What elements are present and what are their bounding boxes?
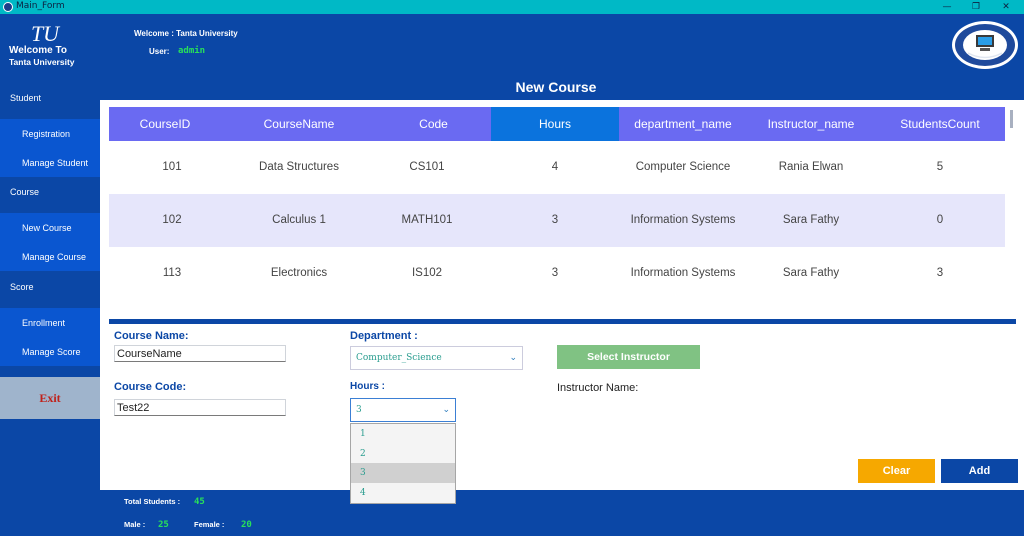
sidebar-item-new-course[interactable]: New Course: [0, 213, 100, 242]
logo-university: Tanta University: [9, 57, 75, 67]
main-panel: CourseID CourseName Code Hours departmen…: [100, 100, 1024, 490]
cell-studentscount: 5: [936, 161, 944, 173]
course-code-label: Course Code:: [114, 381, 187, 393]
hours-option[interactable]: 1: [360, 429, 366, 439]
app-header: TU Welcome To Tanta University Welcome :…: [0, 14, 1024, 74]
table-row[interactable]: 102 Calculus 1 MATH101 3 Information Sys…: [109, 194, 1005, 247]
cell-department-name: Information Systems: [630, 267, 736, 279]
column-header-department-name[interactable]: department_name: [634, 117, 732, 131]
faculty-seal-icon: [952, 21, 1018, 69]
restore-button[interactable]: ❐: [971, 2, 981, 12]
sidebar-item-manage-course[interactable]: Manage Course: [0, 242, 100, 271]
cell-department-name: Computer Science: [635, 161, 731, 173]
hours-option[interactable]: 2: [360, 449, 366, 459]
female-value: 20: [241, 520, 252, 530]
hours-option[interactable]: 4: [360, 488, 366, 498]
cell-instructor-name: Rania Elwan: [778, 161, 844, 173]
course-name-label: Course Name:: [114, 330, 189, 342]
cell-hours: 3: [551, 267, 559, 279]
course-code-input[interactable]: Test22: [114, 399, 286, 416]
grid-scrollbar-thumb[interactable]: [1010, 110, 1013, 128]
cell-coursename: Calculus 1: [272, 214, 326, 226]
grid-header: CourseID CourseName Code Hours departmen…: [109, 107, 1005, 141]
close-button[interactable]: ✕: [1002, 2, 1010, 12]
sidebar-section-score[interactable]: Score: [0, 273, 100, 301]
department-select[interactable]: Computer_Science ⌄: [350, 346, 523, 370]
hours-select[interactable]: 3 ⌄: [350, 398, 456, 422]
chevron-down-icon: ⌄: [509, 353, 517, 363]
cell-instructor-name: Sara Fathy: [782, 214, 840, 226]
logo-text: TU: [30, 21, 60, 46]
column-header-courseid[interactable]: CourseID: [139, 117, 191, 131]
cell-studentscount: 3: [936, 267, 944, 279]
sidebar-item-manage-score[interactable]: Manage Score: [0, 337, 100, 366]
sidebar-item-enrollment[interactable]: Enrollment: [0, 308, 100, 337]
cell-code: IS102: [411, 267, 443, 279]
sidebar-section-student[interactable]: Student: [0, 84, 100, 112]
clear-button[interactable]: Clear: [858, 459, 935, 483]
cell-studentscount: 0: [936, 214, 944, 226]
department-label: Department :: [350, 330, 418, 342]
cell-coursename: Electronics: [270, 267, 328, 279]
hours-dropdown-list: 1 2 3 4: [350, 423, 456, 504]
minimize-button[interactable]: —: [942, 2, 952, 12]
cell-courseid: 101: [162, 161, 182, 173]
cell-code: MATH101: [401, 214, 453, 226]
male-label: Male :: [124, 520, 146, 529]
column-header-instructor-name[interactable]: Instructor_name: [767, 117, 855, 131]
cell-code: CS101: [409, 161, 445, 173]
app-icon: [3, 2, 13, 12]
chevron-down-icon: ⌄: [442, 405, 450, 415]
user-value: admin: [178, 46, 206, 56]
male-value: 25: [158, 520, 169, 530]
cell-courseid: 113: [162, 267, 182, 279]
instructor-name-label: Instructor Name:: [557, 382, 639, 394]
user-label: User:: [149, 47, 170, 56]
female-label: Female :: [194, 520, 225, 529]
window-titlebar[interactable]: Main_Form — ❐ ✕: [0, 0, 1024, 14]
page-title: New Course: [515, 79, 597, 95]
exit-button[interactable]: Exit: [0, 377, 100, 419]
table-row[interactable]: 101 Data Structures CS101 4 Computer Sci…: [109, 141, 1005, 194]
column-header-hours[interactable]: Hours: [491, 107, 619, 141]
hours-label: Hours :: [350, 381, 385, 392]
cell-hours: 3: [551, 214, 559, 226]
cell-department-name: Information Systems: [630, 214, 736, 226]
sidebar: Student Registration Manage Student Cour…: [0, 74, 100, 536]
logo-welcome: Welcome To: [9, 45, 67, 56]
cell-instructor-name: Sara Fathy: [782, 267, 840, 279]
select-instructor-button[interactable]: Select Instructor: [557, 345, 700, 369]
welcome-line: Welcome : Tanta University: [134, 29, 238, 38]
sidebar-item-manage-student[interactable]: Manage Student: [0, 148, 100, 177]
hours-option-selected[interactable]: 3: [351, 463, 455, 483]
cell-hours: 4: [551, 161, 559, 173]
column-header-code[interactable]: Code: [419, 117, 448, 131]
section-divider: [109, 319, 1016, 324]
column-header-studentscount[interactable]: StudentsCount: [900, 117, 980, 131]
window-title: Main_Form: [16, 1, 65, 11]
table-row[interactable]: 113 Electronics IS102 3 Information Syst…: [109, 247, 1005, 300]
course-name-input[interactable]: CourseName: [114, 345, 286, 362]
total-students-value: 45: [194, 497, 205, 507]
courses-grid[interactable]: CourseID CourseName Code Hours departmen…: [109, 107, 1005, 315]
hours-value: 3: [356, 405, 362, 415]
column-header-coursename[interactable]: CourseName: [263, 117, 335, 131]
add-button[interactable]: Add: [941, 459, 1018, 483]
total-students-label: Total Students :: [124, 497, 181, 506]
department-value: Computer_Science: [356, 353, 442, 363]
sidebar-section-course[interactable]: Course: [0, 178, 100, 206]
sidebar-item-registration[interactable]: Registration: [0, 119, 100, 148]
cell-coursename: Data Structures: [259, 161, 339, 173]
cell-courseid: 102: [162, 214, 182, 226]
